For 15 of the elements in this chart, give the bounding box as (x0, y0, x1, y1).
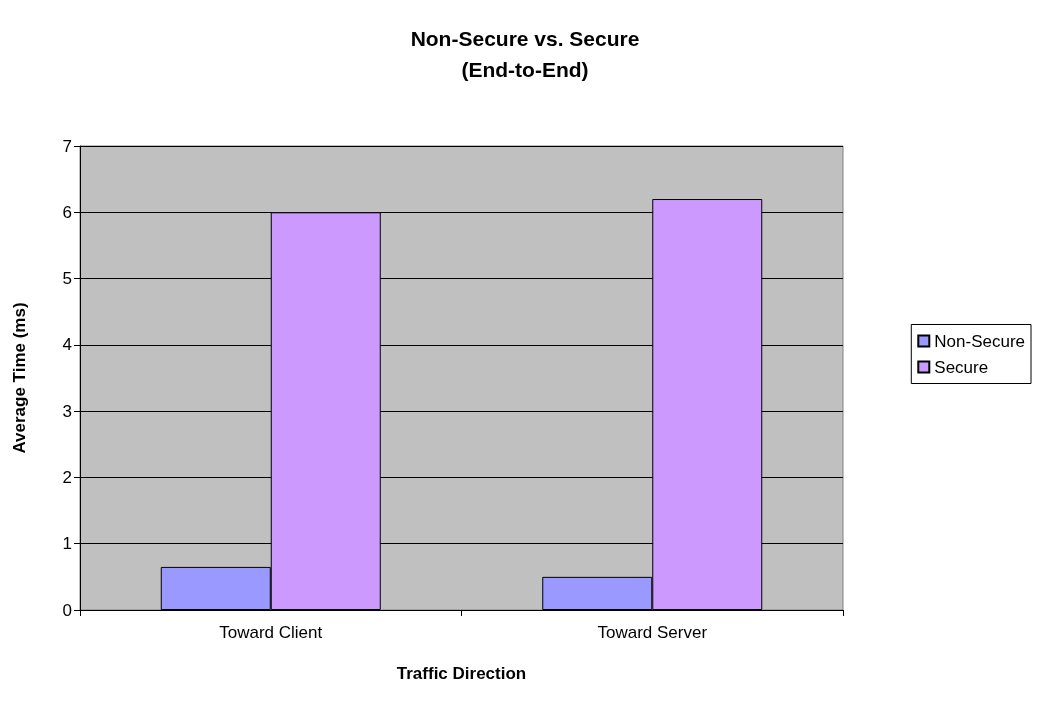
y-tick-label: 1 (62, 534, 72, 554)
x-tick-label: Toward Client (219, 623, 323, 642)
y-tick-label: 4 (62, 335, 72, 355)
y-tick-label: 7 (62, 136, 72, 156)
y-tick-label: 3 (62, 401, 72, 421)
legend-label: Non-Secure (934, 331, 1026, 351)
y-axis-title: Average Time (ms) (10, 302, 29, 454)
y-tick-label: 0 (62, 600, 72, 620)
x-axis-title: Traffic Direction (396, 664, 527, 683)
x-tick-label: Toward Server (597, 623, 708, 642)
chart-title: Non-Secure vs. Secure (End-to-End) (410, 27, 640, 81)
y-tick-label: 2 (62, 467, 72, 487)
y-tick-label: 5 (62, 269, 72, 289)
legend-label: Secure (934, 357, 989, 377)
y-tick-label: 6 (62, 202, 72, 222)
